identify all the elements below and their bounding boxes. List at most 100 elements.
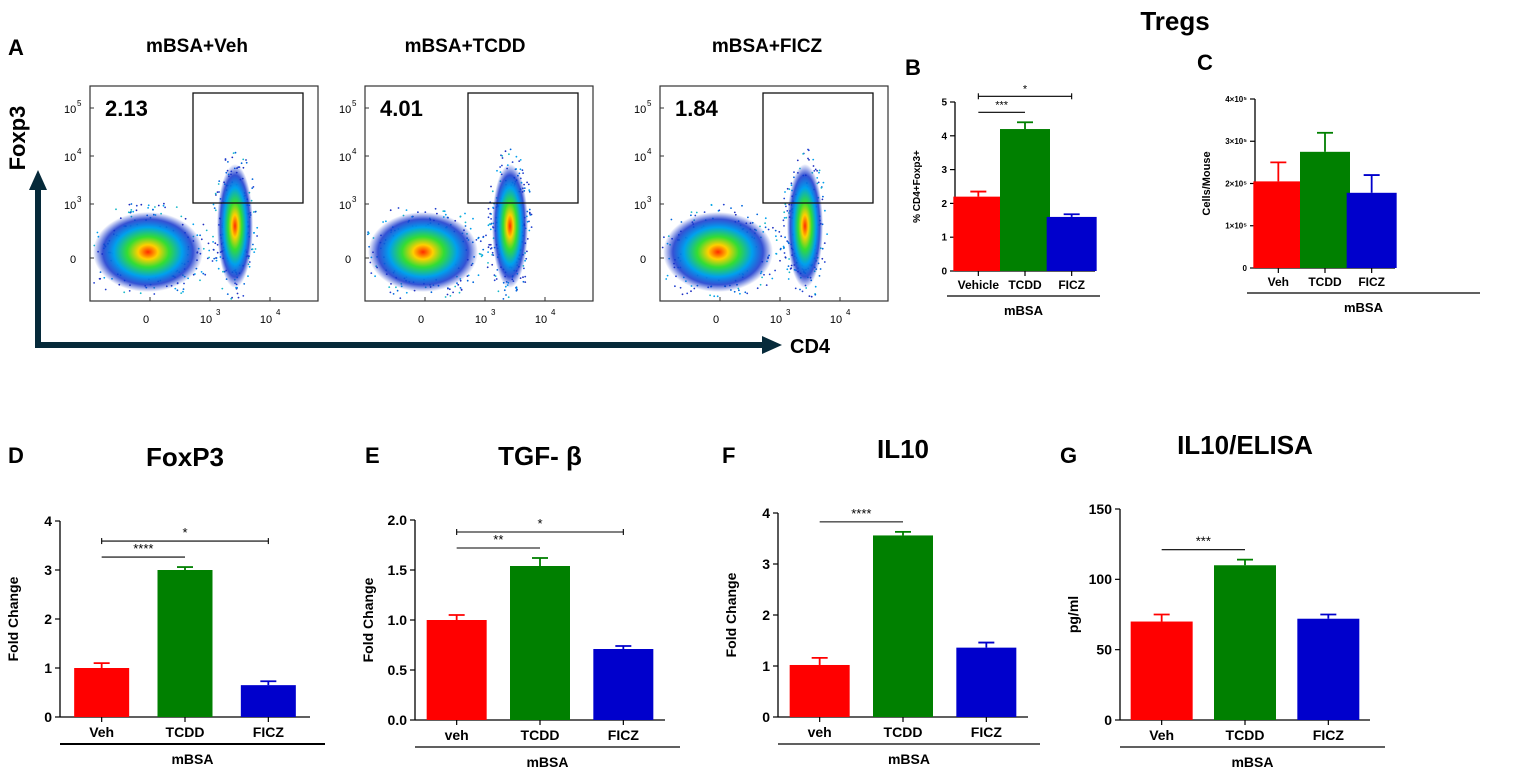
flow-event-dot: [722, 203, 725, 206]
flow-event-dot: [666, 274, 669, 277]
flow-event-dot: [501, 164, 503, 167]
flow-event-dot: [491, 251, 494, 254]
flow-event-dot: [212, 203, 215, 206]
flow-population-cd4pos: [217, 164, 253, 288]
flow-event-dot: [783, 225, 785, 227]
group-label: mBSA: [1344, 300, 1384, 315]
flow-event-dot: [530, 213, 533, 216]
flow-plot-title: mBSA+Veh: [146, 36, 248, 57]
flow-event-dot: [679, 286, 682, 289]
y-tick-label: 2: [44, 611, 52, 627]
flow-event-dot: [208, 256, 211, 259]
flow-x-tick-exponent: 3: [216, 308, 221, 317]
flow-event-dot: [214, 242, 217, 245]
x-tick-label: TCDD: [884, 724, 923, 740]
flow-event-dot: [775, 253, 778, 255]
flow-y-tick-label: 10: [339, 200, 351, 212]
x-tick-label: TCDD: [1008, 278, 1042, 292]
flow-event-dot: [674, 285, 676, 288]
flow-event-dot: [489, 247, 492, 250]
flow-event-dot: [477, 236, 480, 239]
flow-event-dot: [812, 165, 815, 167]
flow-event-dot: [818, 275, 821, 277]
flow-population-cd4pos: [492, 164, 528, 288]
flow-event-dot: [761, 276, 763, 279]
flow-event-dot: [814, 285, 817, 288]
flow-population-cd4neg: [368, 212, 478, 292]
flow-event-dot: [104, 288, 107, 291]
flow-event-dot: [135, 209, 138, 212]
flow-event-dot: [521, 169, 524, 172]
flow-event-dot: [523, 267, 525, 270]
flow-event-dot: [491, 190, 494, 193]
flow-event-dot: [710, 204, 713, 207]
bar-veh: [74, 668, 130, 717]
chart-title: IL10/ELISA: [1177, 430, 1313, 460]
flow-event-dot: [208, 249, 211, 252]
flow-event-dot: [508, 153, 510, 156]
flow-population-cd4neg: [93, 212, 203, 292]
flow-event-dot: [495, 278, 498, 280]
flow-event-dot: [236, 292, 239, 295]
flow-event-dot: [663, 236, 665, 239]
flow-event-dot: [812, 158, 815, 161]
flow-event-dot: [251, 187, 254, 190]
bar-ficz: [1046, 216, 1097, 271]
flow-event-dot: [385, 220, 387, 223]
significance-label: ****: [851, 506, 871, 521]
flow-event-dot: [530, 226, 533, 229]
flow-event-dot: [200, 271, 203, 273]
flow-event-dot: [248, 265, 251, 268]
flow-event-dot: [182, 288, 185, 290]
panel-letter-d: D: [8, 443, 24, 468]
flow-event-dot: [212, 241, 215, 243]
flow-event-dot: [93, 282, 95, 284]
flow-event-dot: [713, 295, 716, 298]
flow-event-dot: [799, 288, 801, 291]
flow-x-tick-label: 0: [418, 314, 424, 326]
flow-event-dot: [661, 246, 664, 249]
flow-event-dot: [183, 282, 185, 285]
flow-event-dot: [212, 249, 215, 251]
flow-event-dot: [813, 170, 816, 172]
flow-event-dot: [527, 183, 530, 186]
flow-event-dot: [788, 258, 790, 260]
flow-event-dot: [528, 208, 531, 211]
flow-event-dot: [164, 206, 167, 209]
flow-event-dot: [221, 287, 224, 290]
bar-ficz: [1346, 192, 1397, 268]
flow-event-dot: [490, 185, 492, 188]
y-tick-label: 100: [1089, 571, 1113, 587]
flow-event-dot: [129, 211, 132, 214]
flow-event-dot: [709, 294, 711, 297]
flow-event-dot: [818, 169, 821, 172]
flow-event-dot: [472, 217, 474, 220]
flow-event-dot: [821, 257, 824, 260]
flow-event-dot: [524, 281, 527, 283]
flow-event-dot: [787, 265, 790, 267]
flow-event-dot: [215, 259, 218, 262]
panel-letter-a: A: [8, 35, 24, 60]
flow-event-dot: [670, 218, 673, 221]
flow-event-dot: [501, 157, 504, 159]
flow-event-dot: [767, 228, 770, 231]
flow-event-dot: [716, 295, 719, 298]
y-tick-label: 0: [941, 267, 947, 278]
chart-c: 0 1×10⁵ 2×10⁵ 3×10⁵ 4×10⁵ Cells/Mouse Veh TCDD F…: [1201, 95, 1480, 315]
flow-event-dot: [176, 289, 179, 292]
flow-event-dot: [786, 268, 789, 271]
flow-x-tick-label: 10: [830, 314, 842, 326]
flow-event-dot: [128, 203, 131, 206]
flow-event-dot: [448, 288, 451, 291]
flow-event-dot: [738, 289, 740, 292]
flow-event-dot: [213, 257, 216, 260]
flow-event-dot: [487, 207, 490, 210]
flow-event-dot: [374, 275, 376, 278]
flow-event-dot: [162, 204, 165, 207]
flow-x-tick-label: 10: [770, 314, 782, 326]
flow-event-dot: [457, 283, 460, 286]
flow-event-dot: [686, 292, 689, 295]
